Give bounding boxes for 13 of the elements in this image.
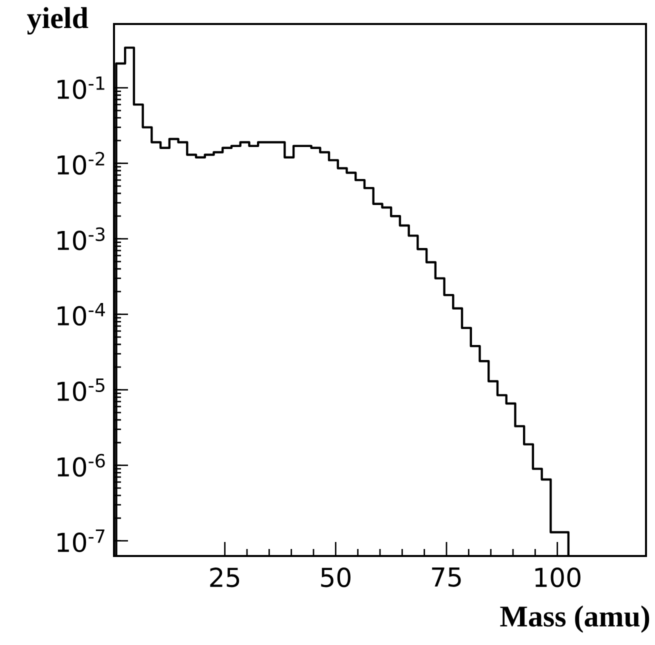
- x-tick-label: 100: [535, 568, 580, 588]
- x-tick-label: 50: [321, 568, 350, 588]
- y-tick-label: 10$^{-1}$: [58, 76, 104, 100]
- x-axis-title: Mass (amu): [500, 606, 650, 633]
- y-tick-label: 10$^{-6}$: [58, 454, 105, 477]
- y-tick-label: 10$^{-3}$: [58, 227, 105, 250]
- x-tick-label: 75: [432, 568, 461, 587]
- y-tick-label: 10$^{-4}$: [58, 303, 105, 326]
- x-tick-label: 25: [210, 568, 240, 588]
- y-axis-title: yield: [27, 7, 88, 34]
- y-tick-label: 10$^{-7}$: [58, 530, 104, 552]
- y-tick-label: 10$^{-5}$: [58, 378, 104, 402]
- y-tick-label: 10$^{-2}$: [58, 152, 104, 175]
